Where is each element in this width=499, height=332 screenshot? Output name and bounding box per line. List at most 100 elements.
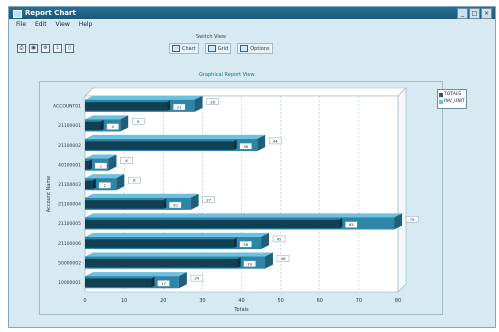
bar-top — [85, 95, 203, 100]
preview-icon[interactable]: ▣ — [29, 44, 38, 53]
bar-totals-end — [92, 178, 96, 190]
data-label: 1 — [100, 163, 103, 168]
bar-totals — [85, 121, 101, 131]
x-tick-label: 70 — [356, 298, 362, 304]
x-tick-label: 60 — [317, 298, 323, 304]
data-label: 65 — [349, 222, 354, 227]
category-label: 40100001 — [58, 162, 81, 168]
x-tick-label: 50 — [277, 298, 283, 304]
options-view-button[interactable]: Options — [237, 43, 273, 54]
category-label: 21100002 — [58, 143, 81, 149]
category-label: 10000001 — [58, 280, 81, 286]
x-tick-label: 0 — [83, 298, 86, 304]
bar-top — [85, 272, 187, 277]
menu-edit[interactable]: Edit — [34, 21, 47, 28]
data-label: 27 — [206, 197, 211, 202]
switch-view-buttons: Chart Grid Options — [169, 43, 273, 54]
data-label: 45 — [277, 237, 282, 242]
bar-end — [257, 134, 266, 152]
data-label-box — [106, 123, 119, 130]
chart-top-wall — [84, 87, 407, 97]
title-bar: Report Chart _ □ × — [9, 7, 495, 19]
category-label: 21100004 — [58, 202, 81, 208]
grid-view-button[interactable]: Grid — [204, 43, 232, 54]
bar-end — [261, 232, 270, 250]
bar-totals — [85, 239, 234, 248]
data-label: 79 — [410, 217, 415, 222]
chart-icon — [172, 45, 180, 52]
toolbar: ⎙ ▣ ⚙ ⇩ ▯ — [17, 44, 74, 53]
bar-top — [85, 193, 199, 198]
bar-totals — [85, 278, 152, 288]
legend-item-inv-unit: INV_UNIT — [439, 99, 465, 104]
data-label: 8 — [133, 178, 136, 183]
grid-icon — [207, 45, 216, 52]
data-label: 4 — [111, 124, 114, 129]
legend-item-totals: TOTALS — [439, 92, 465, 97]
window-title: Report Chart — [25, 9, 76, 17]
data-label-box — [128, 176, 141, 184]
bar-totals — [85, 141, 234, 150]
category-label: 50000002 — [58, 260, 81, 266]
category-label: 21100003 — [58, 182, 81, 188]
title-buttons: _ □ × — [457, 8, 492, 19]
data-label-box — [239, 142, 252, 150]
data-label: 39 — [247, 261, 252, 266]
menu-help[interactable]: Help — [78, 21, 93, 28]
print-icon[interactable]: ⎙ — [17, 44, 26, 53]
data-label: 24 — [194, 276, 199, 281]
bar-end — [120, 115, 129, 132]
switch-view-label: Switch View — [196, 34, 226, 40]
data-label: 38 — [243, 242, 248, 247]
bar-totals-end — [237, 257, 241, 268]
chart-view-label: Chart — [182, 45, 196, 52]
menu-view[interactable]: View — [55, 21, 70, 28]
legend-label-inv-unit: INV_UNIT — [444, 99, 465, 104]
bar-top — [85, 134, 266, 139]
data-label: 6 — [125, 158, 128, 163]
data-label-box — [239, 240, 252, 248]
bar-end — [264, 252, 273, 269]
export-icon[interactable]: ⇩ — [53, 44, 62, 53]
bar-end — [190, 193, 199, 210]
x-tick-label: 40 — [238, 298, 244, 304]
legend-swatch-inv-unit — [439, 99, 443, 104]
category-label: 21100005 — [58, 221, 81, 227]
data-label-box — [276, 255, 290, 262]
y-axis-label: Account Name — [46, 176, 52, 213]
bar-totals — [85, 180, 93, 190]
close-button[interactable]: × — [481, 8, 492, 19]
bar-totals-end — [339, 217, 343, 229]
category-label: ACCOUNT01 — [53, 104, 81, 110]
maximize-button[interactable]: □ — [469, 8, 480, 19]
category-label: 21100006 — [58, 241, 81, 247]
menu-bar: File Edit View Help — [9, 20, 495, 30]
bar-top — [85, 174, 125, 179]
minimize-button[interactable]: _ — [457, 8, 468, 19]
bar-end — [394, 213, 403, 230]
menu-file[interactable]: File — [16, 21, 27, 28]
data-label-box — [405, 216, 419, 223]
data-label: 2 — [104, 183, 107, 188]
bar-totals-end — [88, 159, 92, 170]
bar-totals — [85, 219, 340, 229]
bar-totals — [85, 258, 238, 268]
bar-totals-end — [233, 139, 237, 150]
options-view-label: Options — [250, 45, 270, 52]
bar-top — [85, 115, 129, 120]
chart-view-button[interactable]: Chart — [169, 43, 199, 54]
data-label: 28 — [210, 99, 215, 104]
data-label-box — [190, 274, 204, 282]
data-label-box — [206, 98, 219, 105]
bar-totals-end — [233, 237, 237, 248]
device-icon[interactable]: ▯ — [65, 44, 74, 53]
settings-icon[interactable]: ⚙ — [41, 44, 50, 53]
bar-end — [108, 154, 117, 171]
bar-end — [194, 95, 203, 112]
data-label: 44 — [273, 139, 278, 144]
bar-totals-end — [163, 198, 167, 209]
data-label: 17 — [161, 281, 166, 286]
data-label-box — [243, 260, 256, 267]
bar-top — [85, 154, 117, 159]
category-label: 21100001 — [58, 123, 81, 129]
